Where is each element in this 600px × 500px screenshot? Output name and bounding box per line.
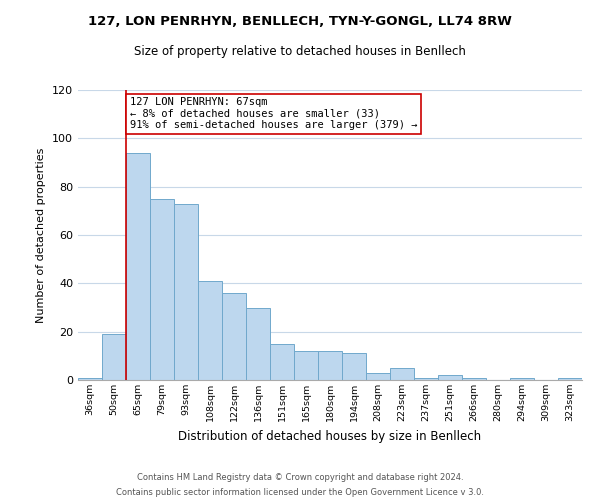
Text: Size of property relative to detached houses in Benllech: Size of property relative to detached ho… xyxy=(134,45,466,58)
Bar xyxy=(462,378,486,380)
Bar xyxy=(342,354,366,380)
Text: Contains HM Land Registry data © Crown copyright and database right 2024.: Contains HM Land Registry data © Crown c… xyxy=(137,473,463,482)
Bar xyxy=(414,378,438,380)
Bar xyxy=(102,334,126,380)
Bar xyxy=(126,153,150,380)
Bar xyxy=(558,378,582,380)
Bar xyxy=(78,378,102,380)
Bar xyxy=(246,308,270,380)
Bar xyxy=(174,204,198,380)
Y-axis label: Number of detached properties: Number of detached properties xyxy=(37,148,46,322)
Bar xyxy=(390,368,414,380)
Bar xyxy=(318,351,342,380)
Bar xyxy=(294,351,318,380)
Bar xyxy=(270,344,294,380)
X-axis label: Distribution of detached houses by size in Benllech: Distribution of detached houses by size … xyxy=(178,430,482,442)
Bar xyxy=(366,373,390,380)
Bar xyxy=(150,198,174,380)
Text: Contains public sector information licensed under the Open Government Licence v : Contains public sector information licen… xyxy=(116,488,484,497)
Bar xyxy=(198,281,222,380)
Bar xyxy=(438,375,462,380)
Bar xyxy=(510,378,534,380)
Bar xyxy=(222,293,246,380)
Text: 127 LON PENRHYN: 67sqm
← 8% of detached houses are smaller (33)
91% of semi-deta: 127 LON PENRHYN: 67sqm ← 8% of detached … xyxy=(130,97,417,130)
Text: 127, LON PENRHYN, BENLLECH, TYN-Y-GONGL, LL74 8RW: 127, LON PENRHYN, BENLLECH, TYN-Y-GONGL,… xyxy=(88,15,512,28)
